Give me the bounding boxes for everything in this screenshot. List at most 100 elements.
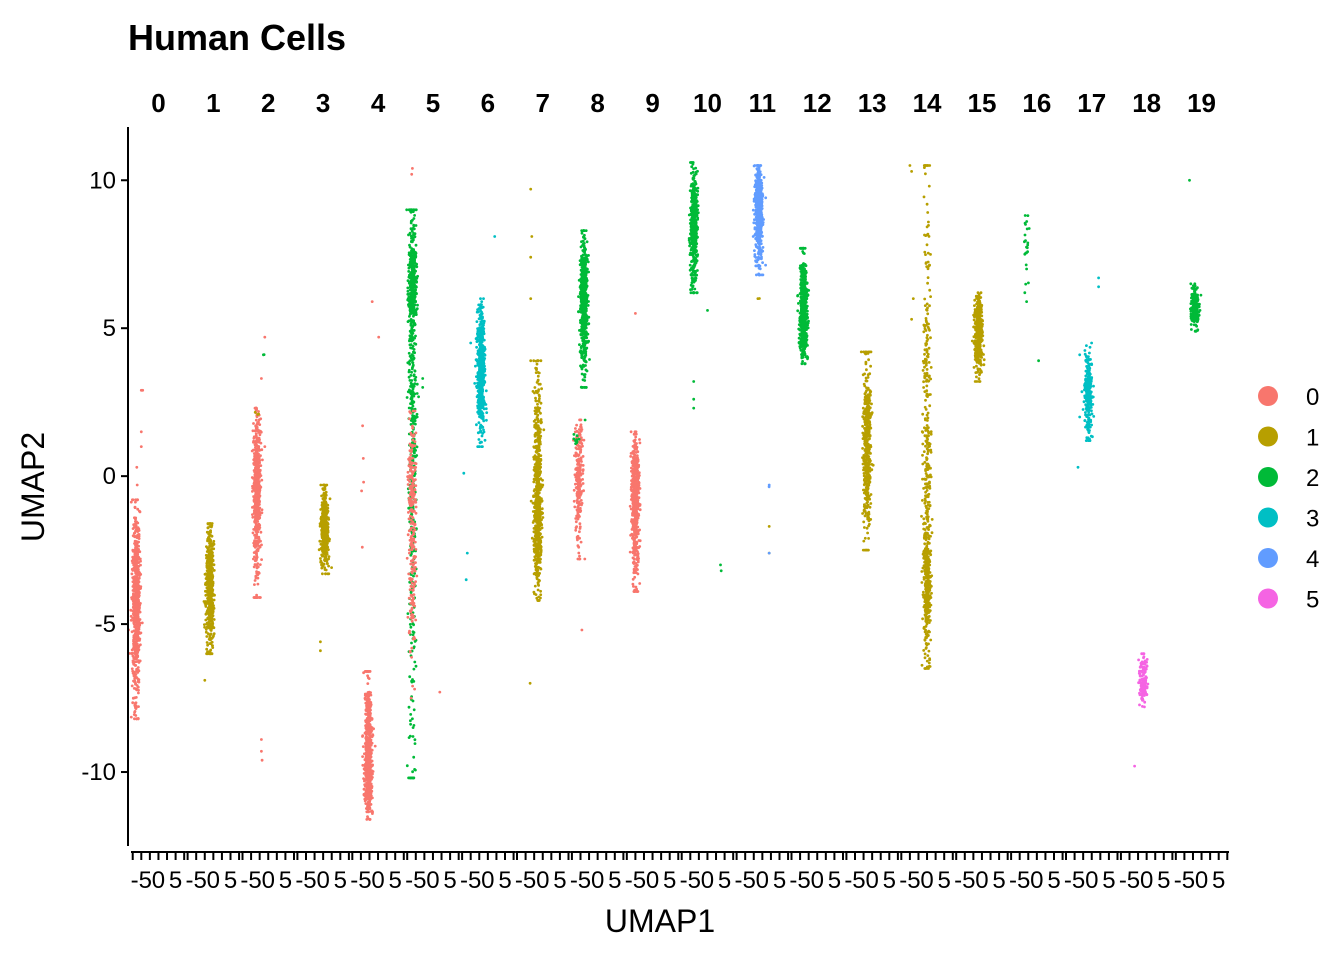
point: [208, 593, 211, 597]
point: [367, 769, 371, 773]
point: [255, 454, 258, 458]
point: [407, 596, 411, 600]
point: [411, 218, 414, 222]
point: [478, 381, 482, 385]
point: [363, 763, 367, 766]
point: [361, 755, 364, 758]
point: [207, 622, 211, 625]
point: [325, 551, 329, 554]
outlier-point: [411, 776, 415, 780]
point: [407, 705, 411, 709]
point: [408, 631, 411, 635]
point: [541, 516, 545, 519]
point: [132, 593, 135, 597]
point: [256, 582, 260, 586]
point: [132, 532, 136, 535]
point: [259, 530, 263, 534]
point: [414, 618, 418, 622]
point: [367, 698, 371, 701]
point: [208, 541, 211, 545]
point: [409, 508, 413, 512]
point: [137, 580, 141, 584]
point: [134, 551, 137, 554]
point: [407, 370, 411, 374]
point: [251, 429, 255, 433]
point: [412, 417, 416, 420]
point: [134, 577, 138, 581]
point: [410, 548, 414, 552]
point: [368, 706, 372, 709]
point: [255, 533, 259, 536]
point: [321, 572, 324, 576]
point: [407, 375, 411, 379]
point: [138, 610, 142, 614]
point: [207, 572, 211, 576]
point: [370, 734, 373, 738]
point: [134, 651, 137, 655]
facet-label-19: 19: [1187, 88, 1216, 118]
point: [410, 274, 414, 277]
point: [361, 745, 365, 748]
point: [254, 406, 258, 410]
point: [410, 594, 414, 598]
point: [327, 555, 331, 558]
point: [411, 502, 415, 506]
point: [366, 810, 370, 814]
point: [257, 537, 261, 541]
point: [135, 596, 139, 600]
point: [410, 641, 413, 645]
point: [367, 801, 371, 804]
point: [257, 440, 261, 444]
point: [254, 499, 258, 502]
point: [205, 561, 209, 565]
point: [132, 607, 136, 610]
point: [410, 598, 414, 602]
point: [256, 487, 260, 491]
point: [135, 639, 139, 643]
cluster-1-group-1: [202, 522, 216, 682]
point: [212, 563, 215, 567]
point: [134, 626, 138, 630]
point: [412, 569, 416, 572]
outlier-point: [319, 649, 322, 653]
point: [259, 464, 263, 467]
point: [413, 604, 417, 608]
facet-label-1: 1: [206, 88, 220, 118]
point: [414, 511, 418, 515]
point: [319, 483, 323, 487]
point: [409, 542, 413, 545]
point: [481, 432, 484, 435]
point: [131, 567, 135, 571]
point: [132, 526, 136, 529]
point: [317, 548, 321, 552]
point: [205, 555, 209, 558]
point: [205, 586, 209, 590]
point: [414, 505, 418, 509]
point: [408, 315, 411, 318]
point: [136, 622, 140, 626]
point: [366, 795, 369, 799]
point: [411, 684, 414, 688]
point: [411, 391, 415, 394]
outlier-point: [212, 542, 216, 546]
point: [409, 696, 413, 700]
point: [133, 563, 137, 567]
facet-label-7: 7: [536, 88, 550, 118]
point: [210, 612, 214, 616]
point: [413, 637, 417, 641]
point: [406, 292, 410, 296]
point: [134, 612, 138, 615]
point: [412, 280, 416, 284]
point: [130, 630, 134, 634]
chart-title: Human Cells: [128, 17, 346, 58]
point: [363, 783, 367, 787]
point: [413, 292, 417, 296]
point: [135, 498, 139, 502]
point: [409, 536, 413, 539]
outlier-point: [360, 489, 363, 493]
point: [411, 481, 414, 485]
point: [131, 498, 135, 502]
point: [412, 314, 415, 318]
point: [210, 604, 213, 607]
